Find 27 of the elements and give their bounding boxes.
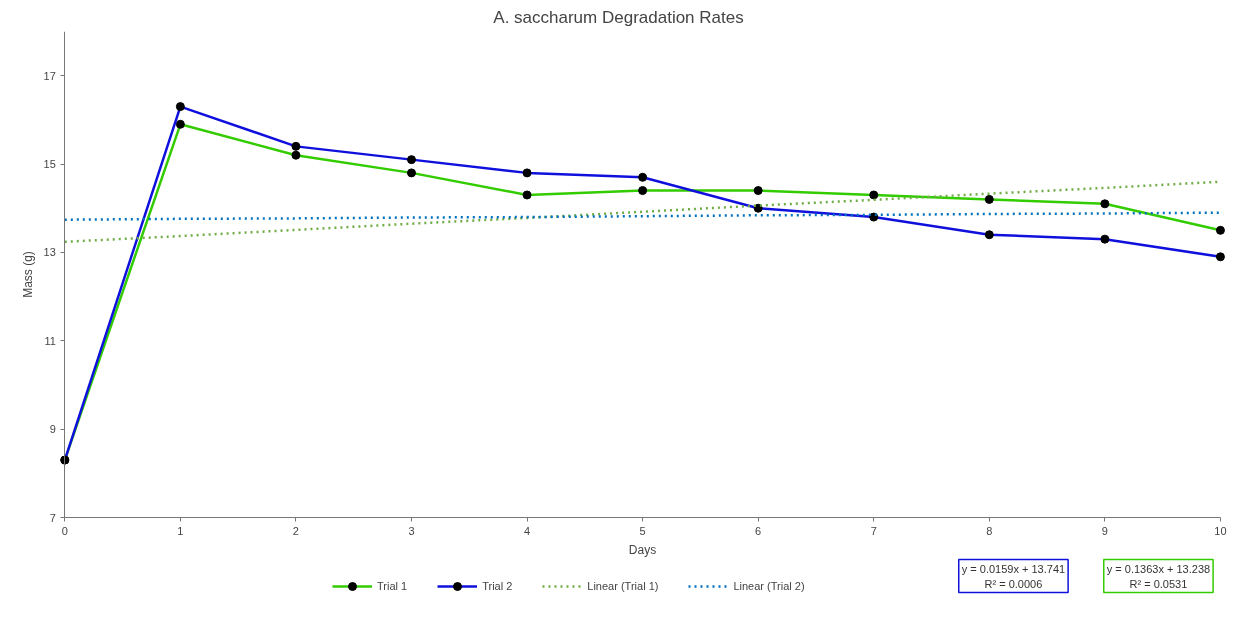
- x-tick-label: 1: [177, 524, 184, 537]
- x-tick-label: 5: [639, 524, 646, 537]
- x-tick-label: 8: [986, 524, 993, 537]
- x-tick-label: 6: [755, 524, 762, 537]
- y-tick-label: 11: [44, 334, 56, 347]
- x-tick-label: 10: [1214, 524, 1227, 537]
- legend-label: Linear (Trial 2): [733, 580, 805, 592]
- legend-label: Trial 1: [377, 580, 408, 592]
- y-tick-label: 7: [49, 511, 56, 524]
- x-tick-label: 9: [1101, 524, 1108, 537]
- y-tick-label: 13: [43, 246, 56, 259]
- legend-label: Trial 2: [482, 580, 513, 592]
- y-tick-label: 17: [43, 69, 56, 82]
- chart-title: A. saccharum Degradation Rates: [493, 7, 744, 27]
- y-tick-label: 9: [49, 423, 56, 436]
- x-tick-label: 4: [524, 524, 531, 537]
- line-series: [63, 211, 1222, 221]
- x-tick-label: 2: [292, 524, 299, 537]
- x-tick-label: 7: [870, 524, 877, 537]
- x-tick-label: 0: [61, 524, 68, 537]
- x-axis-title: Days: [628, 542, 657, 557]
- legend-label: Linear (Trial 1): [587, 580, 659, 592]
- text: y = 0.1363x + 13.238 R² = 0.0531: [1106, 562, 1211, 590]
- y-axis-title: Mass (g): [21, 251, 36, 298]
- text: y = 0.0159x + 13.741 R² = 0.0006: [961, 562, 1066, 590]
- y-tick-label: 15: [43, 158, 56, 171]
- x-tick-label: 3: [408, 524, 415, 537]
